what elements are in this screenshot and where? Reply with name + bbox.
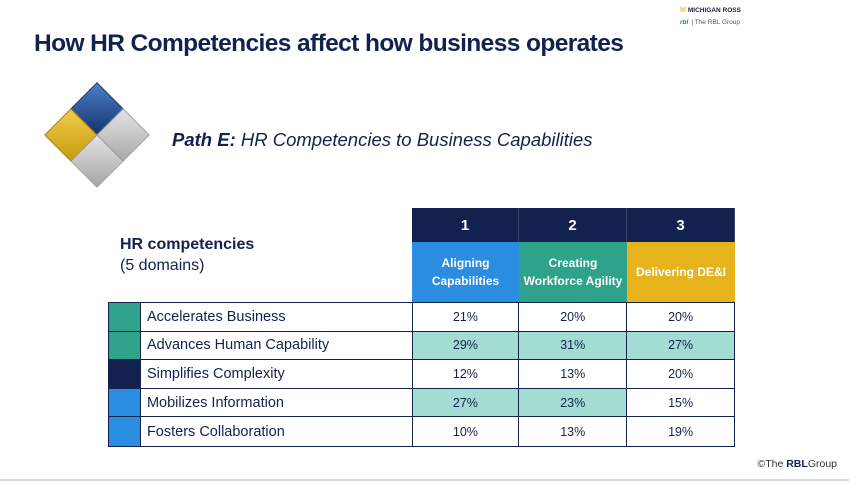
michigan-m-icon: M: [680, 7, 686, 14]
table-row: Accelerates Business 21% 20% 20%: [109, 303, 734, 332]
subtitle-text: HR Competencies to Business Capabilities: [235, 129, 593, 150]
row-color-swatch: [109, 417, 141, 446]
rbl-logo: rbl | The RBL Group: [680, 18, 741, 27]
footer-copyright-prefix: ©The: [757, 458, 787, 470]
row-label: Simplifies Complexity: [141, 360, 413, 388]
row-label: Mobilizes Information: [141, 388, 413, 417]
table-cell: 13%: [519, 360, 628, 388]
row-color-swatch: [109, 303, 141, 331]
row-color-swatch: [109, 331, 141, 360]
row-label: Accelerates Business: [141, 303, 413, 331]
footer-brand: RBL: [786, 458, 808, 470]
michigan-ross-text: MICHIGAN ROSS: [687, 7, 741, 14]
table-cell: 20%: [668, 366, 694, 381]
rbl-mark-icon: rbl: [680, 19, 689, 26]
michigan-ross-logo: M MICHIGAN ROSS: [680, 6, 741, 15]
row-color-swatch: [109, 388, 141, 417]
table-cell: 15%: [668, 395, 694, 410]
table-cell: 20%: [668, 309, 694, 324]
table-cell: 23%: [519, 388, 628, 417]
row-header-subtitle: (5 domains): [120, 257, 205, 274]
slide-subtitle: Path E: HR Competencies to Business Capa…: [172, 129, 593, 151]
page-number: 53: [820, 12, 831, 22]
table-row: Fosters Collaboration 10% 13% 19%: [109, 417, 734, 446]
column-number-3: 3: [627, 208, 735, 242]
table-cell: 31%: [519, 331, 628, 360]
table-row: Mobilizes Information 27% 23% 15%: [109, 388, 734, 418]
table-cell: 12%: [413, 360, 520, 388]
footer-copyright: ©The RBLGroup: [757, 458, 837, 470]
row-color-swatch: [109, 360, 141, 388]
row-header-label: HR competencies (5 domains): [120, 234, 254, 276]
table-cell: 20%: [519, 303, 628, 331]
column-header-delivering-dei: Delivering DE&I: [627, 242, 735, 302]
row-label: Advances Human Capability: [141, 331, 413, 360]
table-cell: 10%: [413, 417, 520, 446]
subtitle-path-label: Path E:: [172, 129, 236, 150]
table-cell: 27%: [627, 331, 734, 360]
column-number-2: 2: [519, 208, 627, 242]
column-header-aligning-capabilities: Aligning Capabilities: [412, 242, 519, 302]
corner-decoration: [739, 0, 849, 38]
row-header-title: HR competencies: [120, 236, 255, 253]
logo-group: M MICHIGAN ROSS rbl | The RBL Group: [680, 6, 741, 27]
table-cell: 27%: [412, 388, 520, 417]
table-cell: 19%: [668, 424, 694, 439]
table-row: Simplifies Complexity 12% 13% 20%: [109, 360, 734, 389]
competency-table: Accelerates Business 21% 20% 20% Advance…: [108, 302, 735, 447]
table-cell: 21%: [413, 303, 520, 331]
column-number-1: 1: [412, 208, 519, 242]
rbl-logo-text: | The RBL Group: [691, 19, 740, 26]
table-row: Advances Human Capability 29% 31% 27%: [109, 331, 734, 361]
row-label: Fosters Collaboration: [141, 417, 413, 446]
table-cell: 29%: [412, 331, 520, 360]
table-cell: 13%: [519, 417, 628, 446]
diamond-puzzle-graphic: [34, 80, 162, 198]
column-header-creating-workforce-agility: Creating Workforce Agility: [519, 242, 627, 302]
footer-brand-tail: Group: [807, 458, 837, 470]
slide-title: How HR Competencies affect how business …: [34, 30, 624, 57]
